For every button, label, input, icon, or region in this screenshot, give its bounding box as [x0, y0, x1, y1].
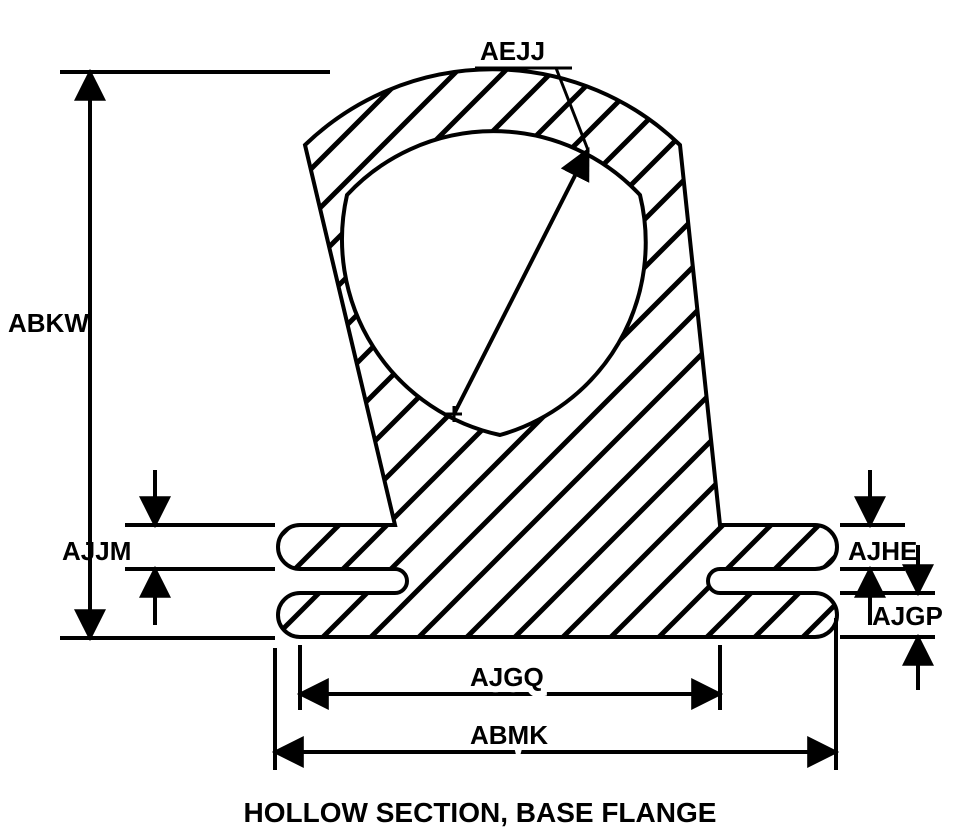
label-aejj: AEJJ [480, 36, 545, 66]
label-ajhe: AJHE [848, 536, 917, 566]
cross-section [278, 69, 837, 637]
radius-leader [454, 150, 588, 414]
diagram-title: HOLLOW SECTION, BASE FLANGE [244, 797, 717, 828]
diagram-svg: AEJJ ABKW AJJM AJHE AJGP AJGQ [0, 0, 960, 840]
label-abkw: ABKW [8, 308, 89, 338]
label-ajgp: AJGP [872, 601, 943, 631]
label-ajjm: AJJM [62, 536, 131, 566]
dim-ajjm [125, 470, 275, 625]
label-ajgq: AJGQ [470, 662, 544, 692]
label-abmk: ABMK [470, 720, 548, 750]
